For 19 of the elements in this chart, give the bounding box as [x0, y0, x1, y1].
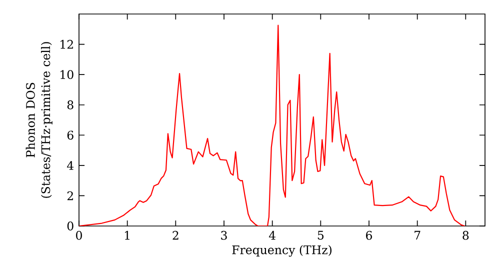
x-tick-label: 2: [172, 230, 178, 240]
x-axis-title: Frequency (THz): [232, 245, 332, 257]
y-tick-label: 2: [67, 191, 73, 200]
y-tick-label: 0: [67, 222, 74, 230]
x-tick-label: 6: [366, 230, 372, 240]
x-tick-label: 4: [268, 230, 276, 240]
y-tick-label: 12: [60, 40, 73, 49]
x-tick-label: 0: [76, 230, 82, 240]
x-tick-label: 7: [414, 230, 420, 240]
x-tick-label: 1: [125, 230, 130, 240]
y-tick-label: 6: [67, 130, 74, 140]
x-tick-label: 8: [462, 230, 469, 240]
x-tick-label: 5: [318, 230, 324, 240]
x-tick-label: 3: [221, 230, 227, 240]
y-tick-label: 8: [67, 100, 74, 110]
y-tick-label: 4: [66, 161, 74, 170]
y-axis-title: Phonon DOS (States/THz·primitive cell): [26, 42, 52, 198]
line-series: [79, 24, 466, 226]
y-tick-label: 10: [60, 70, 74, 80]
